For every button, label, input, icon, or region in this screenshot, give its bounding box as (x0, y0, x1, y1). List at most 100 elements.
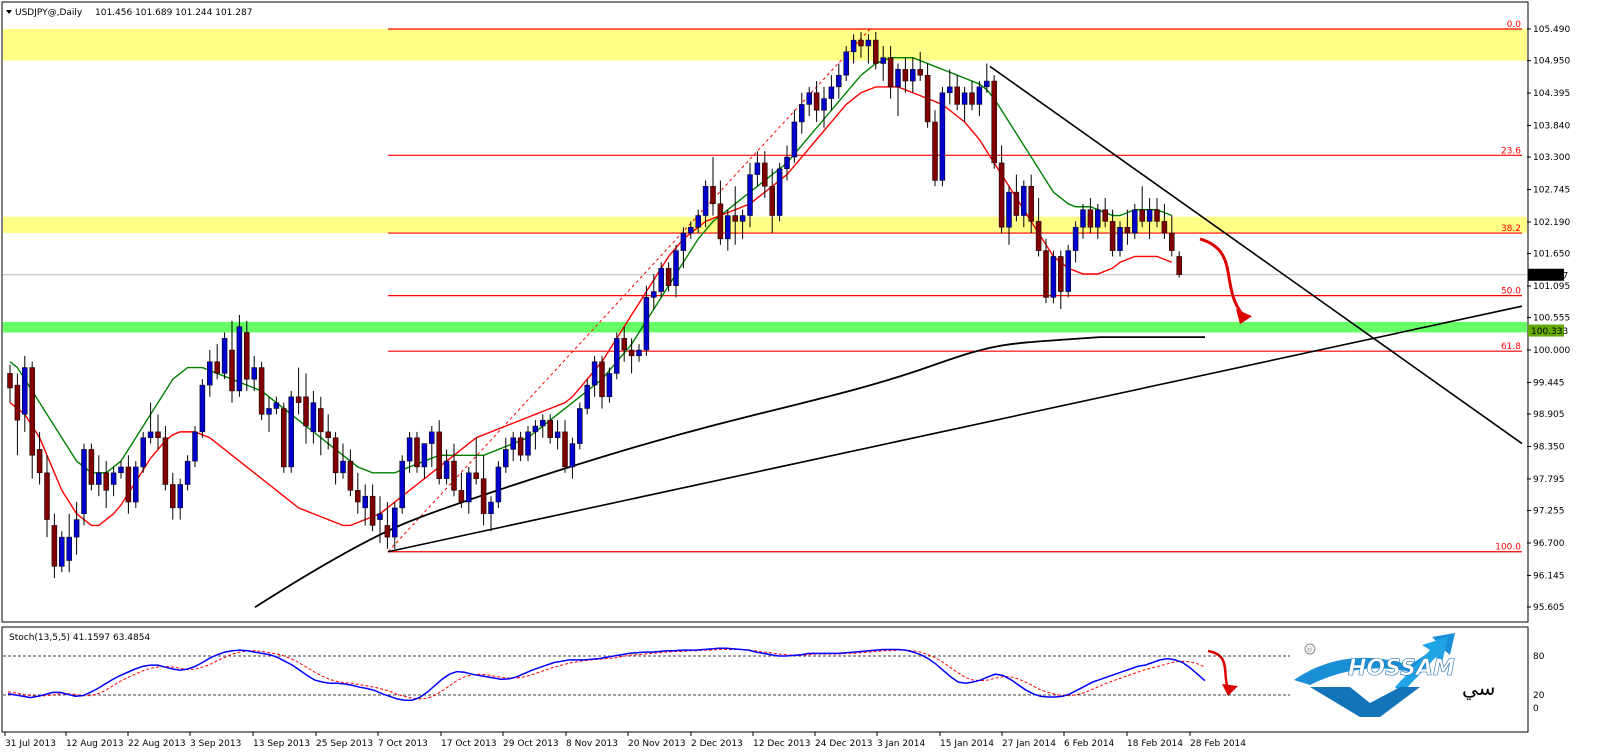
candle-body-158 (1176, 256, 1182, 275)
downtrend-line (989, 65, 1523, 445)
ema-red-line (9, 86, 1173, 527)
candle-body-107 (799, 104, 805, 123)
candle-body-7 (59, 536, 65, 567)
marked-level-tag (1528, 324, 1564, 337)
candle-body-58 (436, 431, 442, 479)
candle-body-114 (850, 39, 857, 53)
ytick-label-95.605: 95.605 (1533, 603, 1565, 613)
candle-body-140 (1043, 250, 1049, 298)
ytick-label-105.490: 105.490 (1533, 25, 1570, 35)
candle-body-95 (710, 186, 716, 205)
xtick-label-8: 29 Oct 2013 (503, 739, 559, 749)
candle-body-129 (961, 92, 968, 105)
forecast-arrowhead-main (1236, 309, 1252, 325)
candle-body-26 (199, 384, 206, 433)
current-price-tag (1528, 268, 1564, 281)
candle-body-63 (473, 472, 479, 479)
ytick-label-98.350: 98.350 (1533, 442, 1565, 452)
candle-body-91 (680, 232, 687, 251)
candle-body-92 (688, 226, 694, 234)
candle-body-54 (406, 437, 413, 462)
candle-body-135 (1006, 191, 1012, 228)
ytick-label-102.190: 102.190 (1533, 218, 1570, 228)
ytick-label-104.950: 104.950 (1533, 57, 1570, 67)
zones-layer (3, 29, 1527, 333)
candle-body-103 (769, 186, 775, 216)
candle-body-99 (739, 215, 746, 222)
candle-body-18 (140, 437, 146, 468)
candle-body-42 (318, 408, 324, 433)
fib-label-61.8: 61.8 (1501, 342, 1521, 352)
candle-body-32 (244, 332, 250, 380)
marked-level-label: 100.333 (1531, 327, 1568, 337)
xtick-label-0: 31 Jul 2013 (5, 739, 56, 749)
candle-body-24 (184, 460, 191, 485)
candle-body-37 (281, 408, 287, 468)
candle-body-62 (466, 472, 472, 503)
ytick-label-98.905: 98.905 (1533, 410, 1565, 420)
candle-body-132 (984, 80, 990, 88)
candle-body-96 (717, 203, 724, 240)
candle-body-31 (236, 326, 243, 392)
fib-levels-layer: 0.0 23.6 38.2 50.0 61.8 100.0 (387, 20, 1522, 553)
xtick-label-11: 2 Dec 2013 (691, 739, 743, 749)
candle-body-40 (303, 396, 309, 427)
candle-body-113 (843, 51, 849, 76)
candle-body-156 (1161, 221, 1168, 234)
fib-base-dashed-line (387, 28, 871, 553)
candle-body-81 (606, 373, 613, 398)
candle-body-2 (22, 367, 28, 415)
candle-body-87 (651, 291, 657, 298)
candle-body-82 (614, 338, 620, 374)
forecast-arrow-main (1199, 237, 1244, 315)
moving-averages-layer (9, 56, 1173, 527)
candle-body-73 (547, 419, 553, 438)
candle-body-133 (991, 80, 997, 164)
zone-band-green-2 (3, 321, 1527, 333)
candle-body-53 (399, 460, 405, 509)
candle-body-139 (1035, 221, 1042, 251)
candle-body-69 (517, 437, 524, 456)
forecast-arrowhead-stoch (1222, 684, 1238, 696)
candle-body-86 (643, 297, 650, 351)
zone-band-yellow-0 (3, 29, 1527, 61)
candle-body-5 (44, 472, 50, 520)
ytick-label-103.300: 103.300 (1533, 153, 1570, 163)
candle-body-30 (229, 349, 235, 392)
candle-body-56 (421, 443, 428, 468)
ytick-label-97.795: 97.795 (1533, 475, 1565, 485)
candle-body-155 (1154, 209, 1160, 222)
candle-body-134 (998, 162, 1005, 228)
fib-label-50.0: 50.0 (1501, 287, 1521, 297)
fib-label-100.0: 100.0 (1495, 543, 1521, 553)
candle-body-115 (858, 39, 864, 47)
ytick-label-100.000: 100.000 (1533, 346, 1570, 356)
candle-body-112 (836, 74, 842, 88)
candle-body-122 (910, 69, 916, 82)
logo-registered-mark: ® (1306, 646, 1313, 654)
candle-body-89 (665, 267, 672, 286)
candle-body-145 (1080, 209, 1086, 228)
ytick-label-96.145: 96.145 (1533, 571, 1565, 581)
candle-body-21 (162, 437, 169, 485)
ytick-label-101.650: 101.650 (1533, 250, 1570, 260)
candle-body-80 (599, 361, 605, 398)
candle-body-9 (73, 519, 80, 538)
header-dropdown-icon[interactable] (6, 10, 12, 14)
ytick-label-96.700: 96.700 (1533, 539, 1565, 549)
xtick-label-17: 6 Feb 2014 (1064, 739, 1115, 749)
candle-body-0 (7, 373, 13, 389)
candle-body-90 (673, 250, 679, 286)
candle-body-47 (355, 490, 361, 503)
candle-body-157 (1169, 232, 1175, 251)
candle-body-77 (577, 408, 583, 444)
ytick-label-101.095: 101.095 (1533, 282, 1570, 292)
candle-body-41 (310, 402, 317, 433)
trend-lines-layer (254, 65, 1523, 609)
candle-body-126 (939, 92, 946, 181)
candle-body-146 (1087, 209, 1094, 228)
candle-body-14 (110, 472, 117, 485)
xtick-label-2: 22 Aug 2013 (128, 739, 186, 749)
candle-body-137 (1021, 186, 1027, 216)
